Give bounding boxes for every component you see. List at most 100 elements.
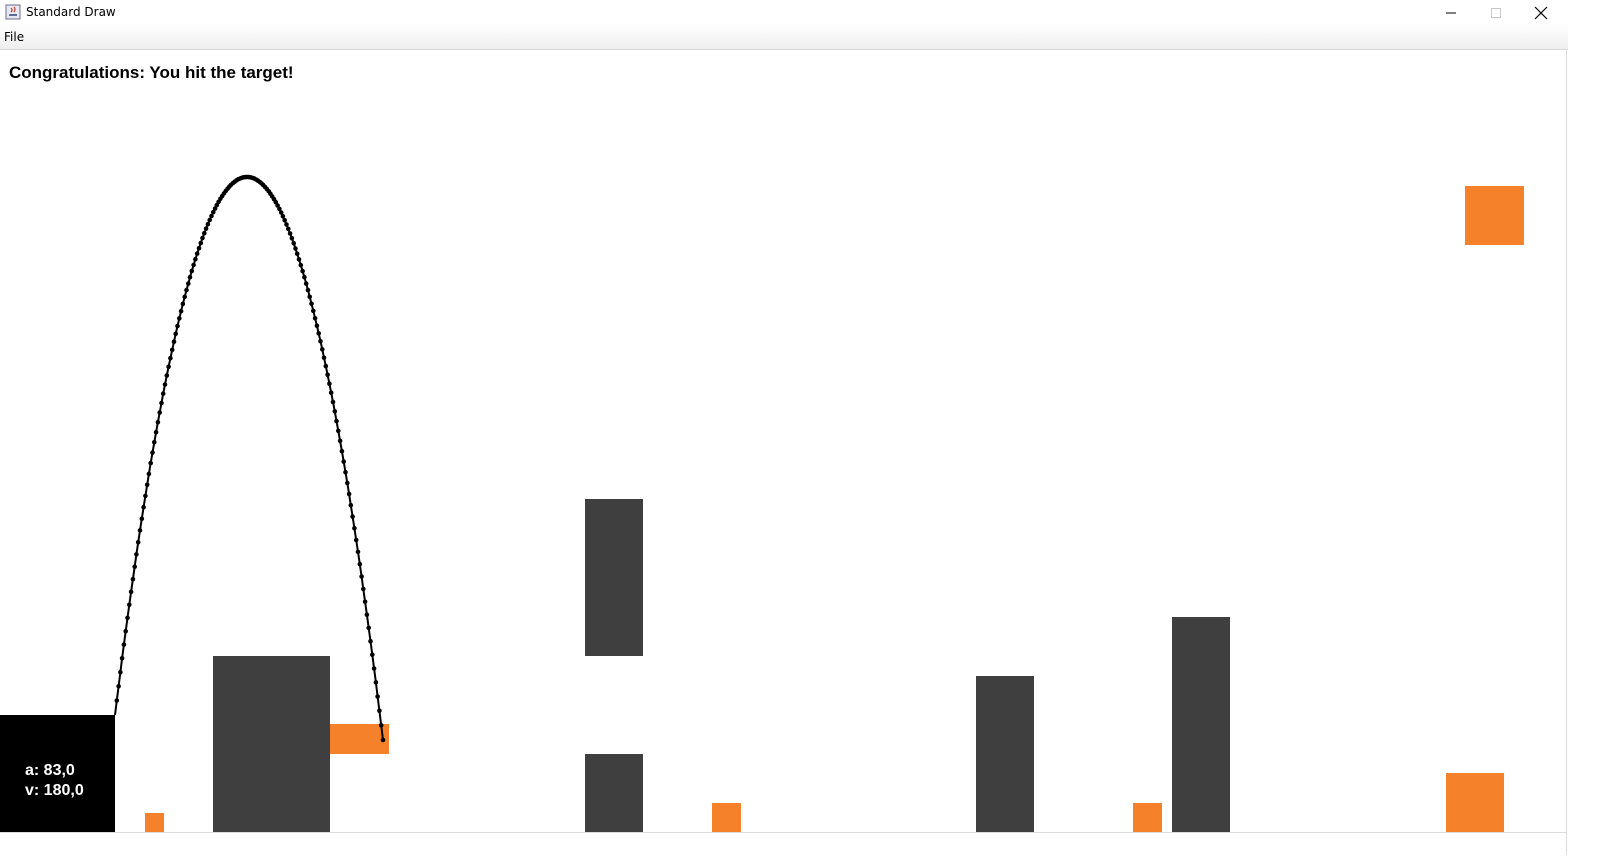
minimize-icon bbox=[1446, 12, 1456, 13]
trajectory-point bbox=[153, 429, 159, 435]
minimize-button[interactable] bbox=[1428, 0, 1474, 25]
trajectory-point bbox=[280, 214, 286, 219]
trajectory-point bbox=[343, 469, 348, 475]
trajectory-point bbox=[309, 301, 314, 307]
trajectory-point bbox=[378, 723, 384, 728]
trajectory-point bbox=[353, 537, 359, 543]
trajectory-point bbox=[337, 438, 343, 444]
close-icon bbox=[1534, 6, 1548, 19]
trajectory-point bbox=[141, 504, 146, 510]
obstacle bbox=[213, 656, 330, 832]
close-button[interactable] bbox=[1518, 0, 1564, 25]
trajectory-point bbox=[135, 540, 141, 545]
trajectory-point bbox=[330, 399, 336, 405]
window-edge bbox=[1566, 50, 1603, 855]
target bbox=[1465, 186, 1524, 245]
trajectory-point bbox=[325, 372, 330, 378]
target-hit bbox=[330, 724, 389, 754]
trajectory-point bbox=[134, 552, 139, 557]
trajectory-point bbox=[371, 666, 377, 671]
trajectory-point bbox=[209, 213, 214, 219]
trajectory-point bbox=[312, 315, 318, 321]
trajectory-point bbox=[320, 347, 325, 352]
trajectory-point bbox=[361, 586, 366, 592]
trajectory-point bbox=[373, 680, 379, 685]
trajectory-point bbox=[298, 262, 304, 268]
target bbox=[1133, 803, 1162, 832]
trajectory-point bbox=[355, 549, 361, 555]
trajectory-point bbox=[323, 363, 329, 369]
trajectory-point bbox=[202, 230, 207, 236]
trajectory-point bbox=[348, 502, 354, 508]
trajectory-point bbox=[119, 656, 125, 661]
trajectory-point bbox=[302, 274, 307, 280]
trajectory-point bbox=[327, 381, 332, 387]
trajectory-point bbox=[334, 418, 339, 424]
trajectory-point bbox=[339, 448, 345, 454]
trajectory-point bbox=[191, 262, 196, 268]
trajectory-point bbox=[128, 589, 134, 595]
status-message: Congratulations: You hit the target! bbox=[9, 63, 294, 82]
trajectory-point bbox=[321, 355, 327, 361]
window-edge bbox=[0, 832, 1566, 856]
trajectory-point bbox=[352, 525, 357, 531]
trajectory-point bbox=[180, 301, 186, 307]
trajectory-point bbox=[123, 628, 128, 634]
trajectory-point bbox=[211, 209, 216, 215]
trajectory-point bbox=[143, 493, 148, 499]
trajectory-point bbox=[196, 245, 202, 251]
trajectory-point bbox=[346, 491, 352, 497]
trajectory-point bbox=[286, 226, 291, 232]
trajectory-point bbox=[311, 308, 316, 314]
trajectory-point bbox=[296, 257, 302, 262]
obstacle bbox=[585, 754, 643, 832]
trajectory-point bbox=[200, 235, 205, 241]
trajectory-point bbox=[157, 410, 162, 415]
trajectory-point bbox=[366, 625, 372, 631]
trajectory-point bbox=[150, 450, 155, 455]
game-canvas[interactable]: Congratulations: You hit the target! a: … bbox=[0, 50, 1566, 832]
trajectory-point bbox=[177, 316, 182, 321]
maximize-button[interactable] bbox=[1473, 0, 1519, 25]
trajectory-point bbox=[377, 708, 382, 714]
trajectory-point bbox=[350, 514, 355, 519]
trajectory-point bbox=[287, 231, 293, 236]
velocity-readout: v: 180,0 bbox=[25, 782, 84, 799]
trajectory-point bbox=[341, 459, 347, 464]
trajectory-point bbox=[164, 373, 170, 378]
trajectory-point bbox=[318, 339, 323, 344]
trajectory-point bbox=[166, 364, 171, 370]
target bbox=[145, 813, 164, 832]
trajectory-point bbox=[152, 440, 157, 445]
trajectory-point bbox=[359, 574, 364, 579]
trajectory-point bbox=[182, 294, 187, 300]
trajectory-point bbox=[160, 391, 166, 396]
trajectory-point bbox=[187, 274, 193, 280]
trajectory-point bbox=[114, 698, 120, 703]
window-title: Standard Draw bbox=[26, 5, 116, 19]
trajectory-point bbox=[293, 246, 298, 251]
trajectory-point bbox=[203, 226, 209, 231]
java-cup-icon bbox=[5, 4, 21, 20]
trajectory-point bbox=[277, 206, 282, 212]
trajectory-point bbox=[130, 576, 136, 582]
menu-file[interactable]: File bbox=[4, 30, 25, 44]
trajectory-point bbox=[173, 331, 178, 337]
trajectory-point bbox=[332, 409, 338, 414]
maximize-icon bbox=[1491, 7, 1501, 18]
target bbox=[712, 803, 741, 832]
trajectory-point bbox=[121, 642, 127, 647]
trajectory-point bbox=[205, 221, 211, 227]
trajectory-point bbox=[132, 564, 137, 569]
trajectory-point bbox=[368, 638, 373, 644]
trajectory-point bbox=[175, 323, 180, 329]
trajectory-point bbox=[169, 347, 175, 353]
projectile-trajectory bbox=[114, 174, 386, 743]
menu-bar: File bbox=[0, 25, 1568, 50]
trajectory-point bbox=[289, 236, 295, 241]
trajectory-point bbox=[282, 218, 288, 223]
trajectory-point bbox=[328, 390, 334, 396]
obstacle bbox=[1172, 617, 1230, 832]
trajectory-point bbox=[116, 684, 121, 689]
obstacle bbox=[976, 676, 1034, 832]
